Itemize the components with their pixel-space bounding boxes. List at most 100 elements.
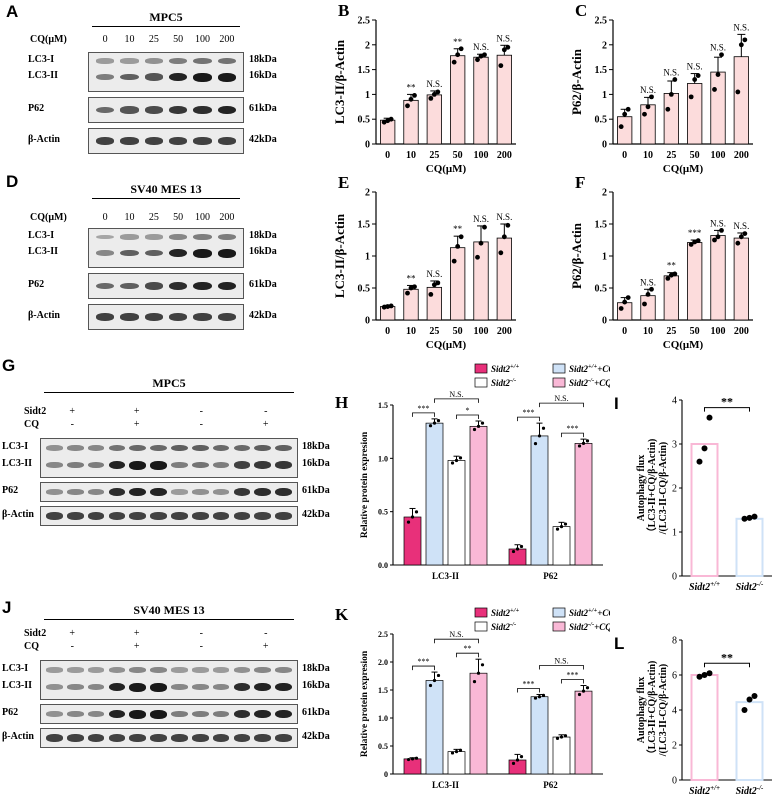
y-tick-label: 1 (365, 90, 370, 101)
blot-band (66, 445, 84, 451)
blot-band (212, 462, 230, 468)
y-axis-label: LC3-II/β-Actin (332, 213, 347, 298)
significance-bracket (561, 679, 584, 684)
significance-label: N.S. (426, 79, 442, 89)
significance-label: ** (721, 650, 733, 664)
significance-label: N.S. (554, 394, 568, 403)
lane-label: 100 (195, 34, 210, 45)
data-point (649, 286, 654, 292)
bar (733, 237, 749, 321)
significance-label: N.S. (496, 33, 512, 43)
blot-band (46, 734, 63, 742)
bar (496, 54, 512, 145)
kda-label: 18kDa (302, 441, 330, 452)
panel-letter: E (338, 173, 349, 192)
panel-letter: B (338, 1, 349, 20)
bar (473, 56, 489, 145)
legend-swatch (552, 621, 566, 632)
y-axis-label: /(LC3-II-CQ/β-Actin) (658, 664, 669, 757)
data-point (625, 106, 631, 112)
band-label: P62 (2, 485, 19, 496)
x-tick-label: 0 (622, 326, 627, 337)
data-point (738, 234, 744, 240)
data-point (451, 59, 457, 65)
data-point (431, 92, 437, 97)
y-axis-label: Relative protein expresion (360, 431, 370, 538)
kda-label: 18kDa (302, 663, 330, 674)
band-label: LC3-I (28, 54, 55, 65)
blot-band (66, 462, 84, 468)
blot-band (233, 709, 251, 719)
data-point (706, 414, 713, 421)
western-blot-a: MPC5 CQ(μM) 0 10 25 50 100 200 LC3-I 18kDa LC3-II 1… (0, 0, 300, 170)
blot-strip (88, 52, 244, 92)
legend-label: Sidt2-/- (491, 621, 516, 632)
blot-band (129, 709, 147, 719)
blot-band (275, 444, 292, 452)
blot-band (150, 460, 167, 470)
data-point (458, 748, 463, 752)
y-tick-label: 0.5 (595, 115, 608, 126)
blot-band (254, 487, 272, 497)
significance-bracket (456, 652, 479, 658)
blot-band (46, 711, 63, 717)
blot-band (212, 444, 230, 452)
data-point (701, 672, 708, 678)
kda-label: 42kDa (302, 731, 330, 742)
y-tick-label: 4 (672, 706, 677, 717)
blot-band (193, 234, 212, 240)
blot-band (171, 462, 188, 468)
blot-band (120, 137, 139, 145)
data-point (735, 89, 741, 95)
blot-strip (40, 482, 298, 502)
data-point (581, 441, 586, 445)
y-axis-label: P62/β-Actin (569, 222, 584, 289)
y-tick-label: 2 (365, 188, 370, 199)
blot-strip (40, 506, 298, 526)
blot-band (193, 313, 212, 321)
blot-band (191, 444, 209, 452)
blot-band (275, 734, 292, 742)
x-tick-label: 100 (711, 150, 726, 161)
chart-b: B 0 0.5 1 1.5 2 2.5 0 ** 10 N.S. 25 ** 50 N.S. 100 N.S. 2… (332, 1, 516, 175)
significance-label: N.S. (640, 85, 656, 95)
y-tick-label: 2.5 (358, 16, 371, 27)
y-axis-label: Autophagy flux (636, 677, 647, 743)
data-point (511, 761, 516, 765)
bar (425, 680, 444, 775)
x-tick-label: 50 (690, 150, 700, 161)
blot-band (46, 667, 63, 673)
significance-label: ** (453, 224, 463, 234)
x-tick-label: 50 (690, 326, 700, 337)
data-point (519, 755, 524, 759)
blot-band (87, 711, 105, 717)
data-point (515, 758, 520, 762)
western-blot-j: SV40 MES 13 Sidt2 + + - - CQ - + - + LC3-I 18kDa LC3-… (0, 598, 340, 778)
data-point (428, 95, 434, 101)
significance-label: *** (418, 404, 430, 413)
blot-band (129, 512, 147, 520)
x-tick-label: P62 (543, 780, 558, 790)
data-point (695, 73, 701, 78)
significance-label: *** (418, 657, 430, 666)
bar (552, 526, 571, 566)
condition-sign: - (264, 628, 268, 639)
blot-band (275, 487, 292, 497)
blot-band (87, 734, 105, 742)
lane-label: 10 (124, 34, 135, 45)
blot-band (46, 445, 63, 451)
y-axis-label: Relative protein expresion (360, 650, 370, 757)
y-tick-label: 0 (672, 572, 677, 583)
blot-band (254, 460, 272, 470)
chart-h: H Sidt2+/+ Sidt2+/++CQ Sidt2-/- Sidt2-/-+CQ 0… (335, 363, 610, 581)
blot-title: SV40 MES 13 (133, 603, 205, 617)
data-point (414, 510, 419, 514)
blot-band (108, 460, 126, 470)
data-point (410, 757, 415, 761)
data-point (501, 234, 507, 240)
blot-band (120, 313, 139, 321)
data-point (719, 52, 724, 58)
data-point (511, 549, 516, 554)
blot-band (144, 282, 163, 290)
data-point (475, 57, 480, 63)
